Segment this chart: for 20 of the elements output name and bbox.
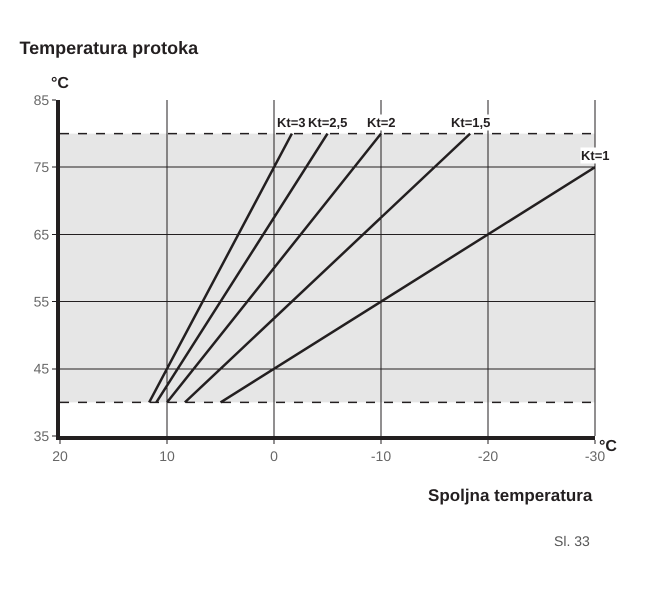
y-tick-label: 65 (34, 226, 50, 242)
x-axis-title: Spoljna temperatura (428, 486, 593, 505)
x-tick-label: -10 (370, 448, 392, 464)
series-label: Kt=2,5 (308, 115, 348, 130)
x-tick-label: 20 (52, 448, 68, 464)
series-label: Kt=2 (367, 115, 396, 130)
text: Sl. 33 (554, 533, 590, 549)
series-label: Kt=3 (277, 115, 306, 130)
chart-title: Temperatura protoka (19, 38, 200, 58)
series-label: Kt=1 (581, 148, 610, 163)
y-tick-label: 75 (34, 159, 50, 176)
y-tick-label: 85 (34, 92, 50, 108)
y-tick-label: 35 (34, 428, 50, 444)
series-label: Kt=1,5 (451, 115, 490, 130)
x-tick-label: -20 (478, 448, 498, 464)
y-tick-label: 45 (34, 360, 50, 377)
y-axis-title: °C (51, 75, 70, 92)
x-tick-label: 0 (270, 448, 278, 464)
y-tick-label: 55 (34, 294, 50, 310)
x-tick-label: 10 (159, 448, 175, 464)
